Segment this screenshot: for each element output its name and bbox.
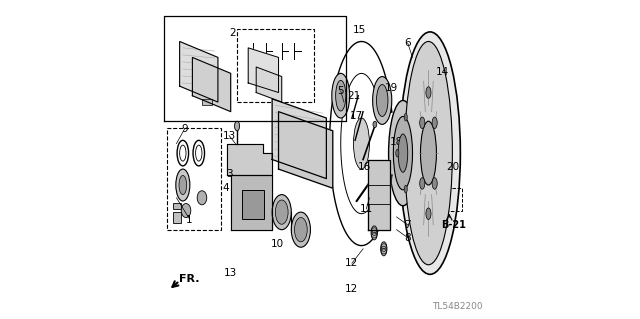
Ellipse shape — [420, 117, 425, 129]
Text: 6: 6 — [404, 38, 411, 48]
Text: TL54B2200: TL54B2200 — [432, 302, 483, 311]
Ellipse shape — [404, 185, 407, 193]
Text: 3: 3 — [226, 169, 232, 179]
Ellipse shape — [272, 195, 291, 230]
Polygon shape — [230, 175, 272, 230]
Polygon shape — [193, 57, 230, 112]
Ellipse shape — [376, 85, 388, 116]
Text: 16: 16 — [358, 162, 371, 173]
Bar — [242, 190, 264, 219]
Ellipse shape — [378, 164, 383, 171]
Ellipse shape — [420, 178, 425, 189]
Ellipse shape — [432, 117, 437, 129]
Text: 19: 19 — [385, 83, 398, 93]
Bar — [202, 99, 212, 105]
Ellipse shape — [400, 32, 460, 274]
Text: 15: 15 — [353, 25, 367, 35]
Bar — [440, 188, 462, 211]
Ellipse shape — [179, 175, 187, 195]
Ellipse shape — [404, 113, 407, 121]
Ellipse shape — [372, 77, 392, 124]
Bar — [167, 128, 221, 230]
Polygon shape — [278, 112, 333, 188]
Ellipse shape — [371, 226, 378, 240]
Text: 14: 14 — [436, 67, 449, 77]
Ellipse shape — [181, 204, 191, 218]
Text: 5: 5 — [337, 86, 344, 96]
Polygon shape — [227, 144, 272, 175]
Text: 1: 1 — [186, 215, 193, 225]
Ellipse shape — [197, 191, 207, 205]
Ellipse shape — [394, 116, 413, 190]
Ellipse shape — [176, 169, 190, 201]
Polygon shape — [248, 48, 278, 93]
Text: 7: 7 — [404, 220, 411, 230]
Text: 18: 18 — [390, 137, 403, 147]
Text: 9: 9 — [181, 124, 188, 134]
Ellipse shape — [353, 118, 369, 169]
Text: 13: 13 — [223, 130, 236, 141]
Ellipse shape — [426, 208, 431, 219]
Text: 11: 11 — [360, 204, 373, 214]
Ellipse shape — [291, 212, 310, 247]
Polygon shape — [368, 160, 390, 230]
Text: FR.: FR. — [179, 274, 200, 284]
Ellipse shape — [404, 41, 452, 265]
Ellipse shape — [275, 200, 288, 224]
Text: 8: 8 — [404, 233, 411, 243]
Ellipse shape — [373, 121, 377, 128]
Ellipse shape — [381, 242, 387, 256]
Text: 20: 20 — [446, 162, 459, 173]
Text: 4: 4 — [223, 183, 229, 193]
Text: 13: 13 — [224, 268, 237, 278]
Text: 12: 12 — [345, 284, 358, 294]
Bar — [173, 212, 181, 223]
Bar — [173, 203, 181, 209]
Ellipse shape — [398, 134, 408, 172]
Ellipse shape — [388, 100, 417, 206]
Ellipse shape — [396, 149, 399, 157]
Ellipse shape — [335, 80, 346, 111]
Ellipse shape — [432, 178, 437, 189]
Text: 21: 21 — [347, 91, 360, 101]
Ellipse shape — [234, 121, 239, 131]
Ellipse shape — [332, 73, 349, 118]
Polygon shape — [256, 67, 282, 102]
Polygon shape — [272, 99, 326, 179]
Ellipse shape — [294, 218, 307, 242]
Ellipse shape — [420, 121, 436, 185]
Text: 10: 10 — [270, 239, 284, 249]
Text: 12: 12 — [345, 258, 358, 268]
Text: 2: 2 — [229, 28, 236, 39]
Polygon shape — [180, 41, 218, 102]
Text: B-21: B-21 — [442, 220, 467, 230]
Text: 17: 17 — [350, 111, 364, 122]
Ellipse shape — [426, 87, 431, 98]
Bar — [237, 29, 314, 102]
